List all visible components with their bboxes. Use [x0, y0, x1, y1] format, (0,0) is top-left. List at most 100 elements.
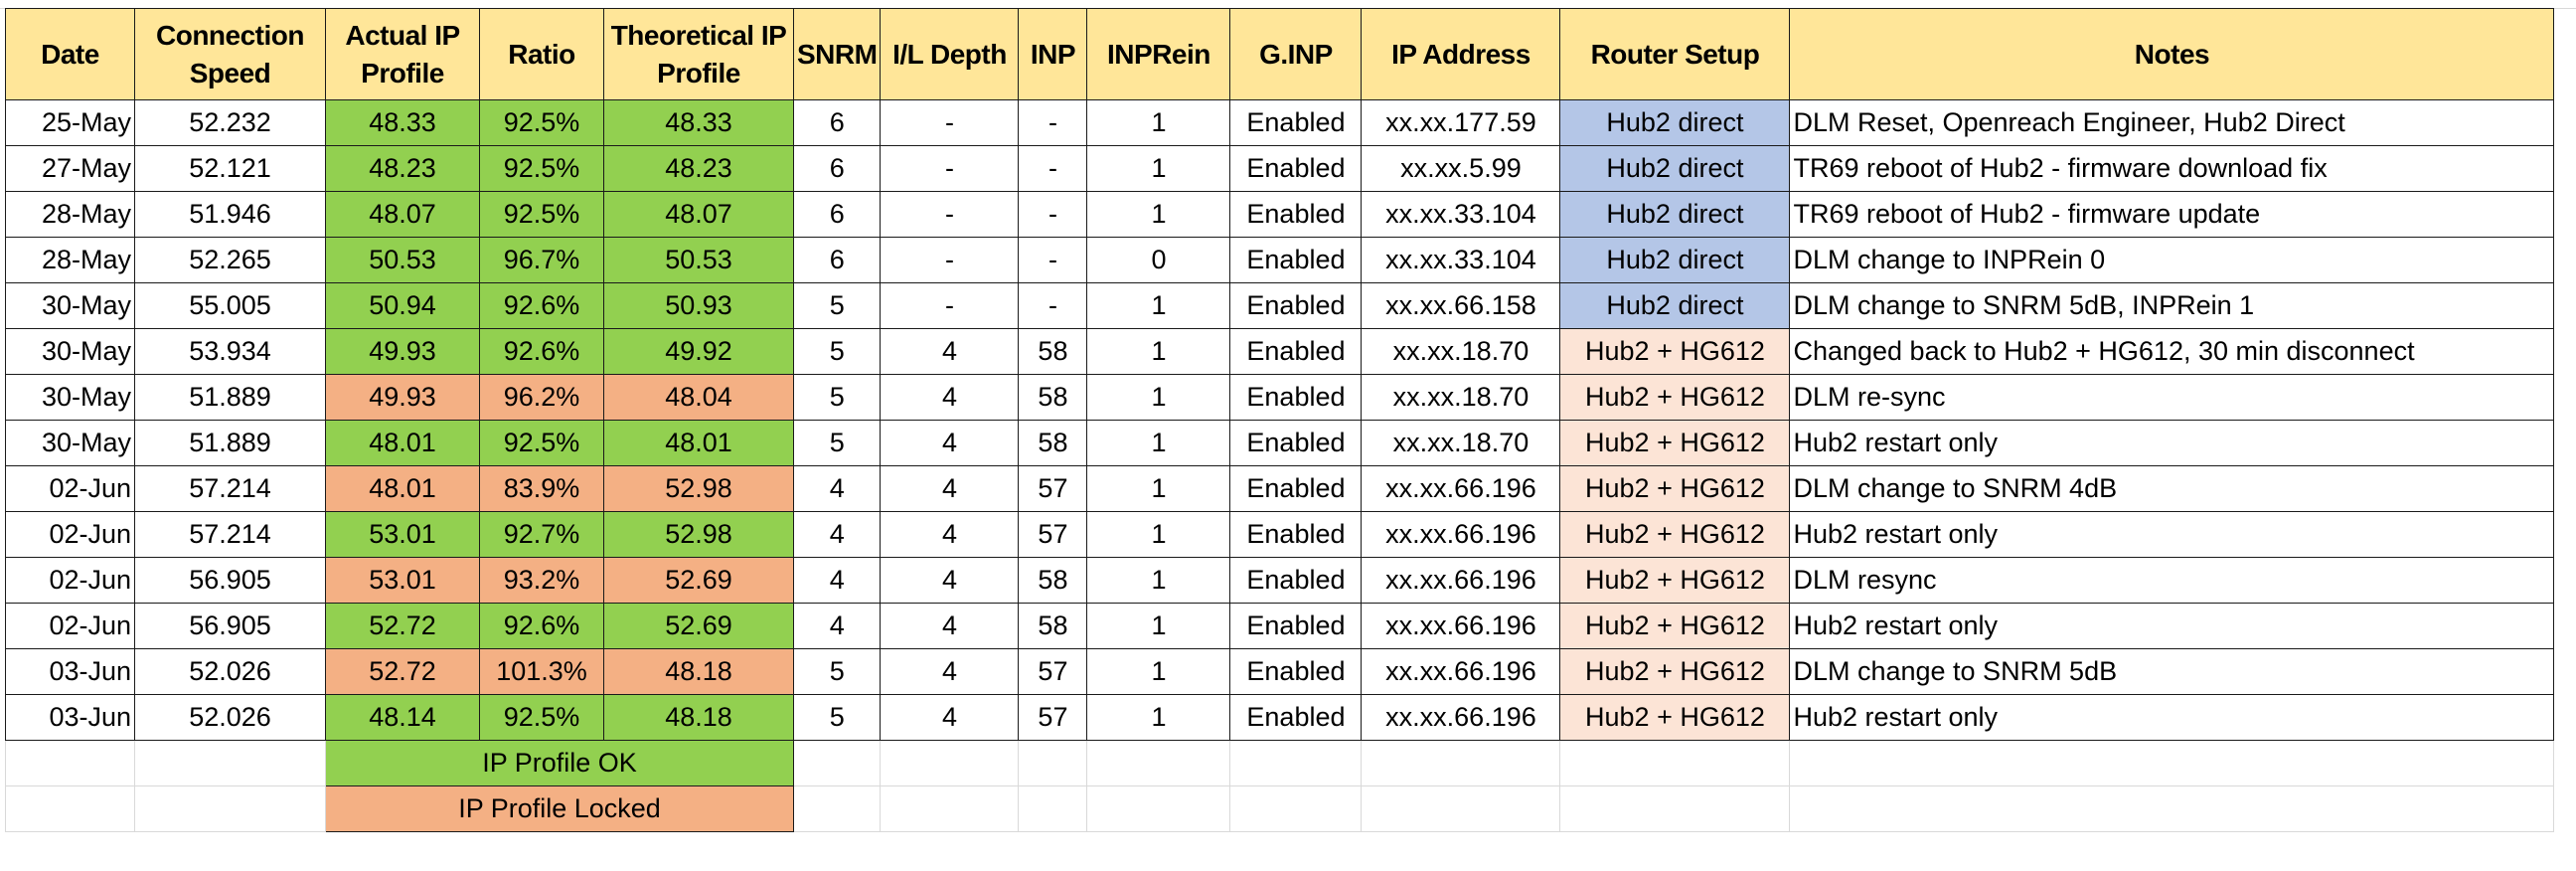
- cell-inp[interactable]: 57: [1018, 648, 1088, 695]
- cell-ratio[interactable]: 92.5%: [479, 99, 604, 146]
- cell-actual[interactable]: 52.72: [325, 603, 480, 649]
- cell-snrm[interactable]: 6: [792, 99, 882, 146]
- cell-actual[interactable]: 53.01: [325, 511, 480, 558]
- cell-notes[interactable]: TR69 reboot of Hub2 - firmware update: [1789, 191, 2555, 238]
- cell-speed[interactable]: 52.121: [134, 145, 326, 192]
- cell-ginp[interactable]: Enabled: [1229, 557, 1363, 604]
- empty-cell[interactable]: [792, 785, 882, 832]
- cell-inprein[interactable]: 1: [1086, 511, 1231, 558]
- cell-notes[interactable]: DLM change to SNRM 5dB: [1789, 648, 2555, 695]
- cell-router[interactable]: Hub2 + HG612: [1559, 511, 1791, 558]
- cell-actual[interactable]: 48.07: [325, 191, 480, 238]
- cell-speed[interactable]: 52.265: [134, 237, 326, 283]
- cell-snrm[interactable]: 5: [792, 694, 882, 741]
- cell-theoretical[interactable]: 50.93: [603, 282, 794, 329]
- cell-router[interactable]: Hub2 direct: [1559, 237, 1791, 283]
- cell-actual[interactable]: 48.33: [325, 99, 480, 146]
- empty-cell[interactable]: [1559, 785, 1791, 832]
- column-header[interactable]: INPRein: [1086, 8, 1231, 100]
- cell-actual[interactable]: 49.93: [325, 328, 480, 375]
- cell-inprein[interactable]: 1: [1086, 374, 1231, 421]
- cell-snrm[interactable]: 4: [792, 557, 882, 604]
- cell-router[interactable]: Hub2 + HG612: [1559, 420, 1791, 466]
- empty-cell[interactable]: [792, 740, 882, 786]
- cell-ratio[interactable]: 92.6%: [479, 328, 604, 375]
- cell-speed[interactable]: 51.889: [134, 420, 326, 466]
- cell-router[interactable]: Hub2 direct: [1559, 282, 1791, 329]
- cell-router[interactable]: Hub2 + HG612: [1559, 648, 1791, 695]
- cell-actual[interactable]: 49.93: [325, 374, 480, 421]
- legend-ok[interactable]: IP Profile OK: [325, 740, 794, 786]
- cell-ginp[interactable]: Enabled: [1229, 648, 1363, 695]
- cell-il[interactable]: -: [880, 237, 1020, 283]
- cell-router[interactable]: Hub2 + HG612: [1559, 328, 1791, 375]
- cell-ip[interactable]: xx.xx.66.196: [1361, 511, 1561, 558]
- cell-ratio[interactable]: 96.7%: [479, 237, 604, 283]
- cell-notes[interactable]: DLM resync: [1789, 557, 2555, 604]
- cell-notes[interactable]: Hub2 restart only: [1789, 420, 2555, 466]
- cell-inprein[interactable]: 1: [1086, 191, 1231, 238]
- cell-speed[interactable]: 52.026: [134, 648, 326, 695]
- cell-ip[interactable]: xx.xx.18.70: [1361, 328, 1561, 375]
- cell-theoretical[interactable]: 52.69: [603, 603, 794, 649]
- cell-ratio[interactable]: 92.6%: [479, 603, 604, 649]
- cell-il[interactable]: -: [880, 191, 1020, 238]
- cell-inp[interactable]: 58: [1018, 603, 1088, 649]
- column-header[interactable]: SNRM: [792, 8, 882, 100]
- cell-ip[interactable]: xx.xx.66.196: [1361, 694, 1561, 741]
- cell-inp[interactable]: 58: [1018, 328, 1088, 375]
- empty-cell[interactable]: [5, 785, 135, 832]
- cell-il[interactable]: 4: [880, 420, 1020, 466]
- cell-router[interactable]: Hub2 direct: [1559, 145, 1791, 192]
- cell-il[interactable]: -: [880, 145, 1020, 192]
- column-header[interactable]: G.INP: [1229, 8, 1363, 100]
- cell-actual[interactable]: 48.01: [325, 465, 480, 512]
- cell-inp[interactable]: -: [1018, 237, 1088, 283]
- cell-notes[interactable]: DLM change to SNRM 4dB: [1789, 465, 2555, 512]
- cell-ip[interactable]: xx.xx.18.70: [1361, 374, 1561, 421]
- cell-speed[interactable]: 52.026: [134, 694, 326, 741]
- cell-ginp[interactable]: Enabled: [1229, 99, 1363, 146]
- cell-inprein[interactable]: 1: [1086, 557, 1231, 604]
- cell-date[interactable]: 02-Jun: [5, 557, 135, 604]
- column-header[interactable]: Router Setup: [1559, 8, 1791, 100]
- cell-ginp[interactable]: Enabled: [1229, 374, 1363, 421]
- empty-cell[interactable]: [1086, 740, 1231, 786]
- cell-date[interactable]: 28-May: [5, 191, 135, 238]
- cell-router[interactable]: Hub2 + HG612: [1559, 465, 1791, 512]
- cell-ratio[interactable]: 83.9%: [479, 465, 604, 512]
- cell-theoretical[interactable]: 50.53: [603, 237, 794, 283]
- column-header[interactable]: Ratio: [479, 8, 604, 100]
- cell-ip[interactable]: xx.xx.66.196: [1361, 557, 1561, 604]
- cell-ginp[interactable]: Enabled: [1229, 328, 1363, 375]
- empty-cell[interactable]: [134, 785, 326, 832]
- cell-notes[interactable]: DLM change to SNRM 5dB, INPRein 1: [1789, 282, 2555, 329]
- cell-actual[interactable]: 48.14: [325, 694, 480, 741]
- cell-speed[interactable]: 52.232: [134, 99, 326, 146]
- cell-speed[interactable]: 51.889: [134, 374, 326, 421]
- cell-router[interactable]: Hub2 + HG612: [1559, 603, 1791, 649]
- cell-inp[interactable]: 58: [1018, 374, 1088, 421]
- column-header[interactable]: Theoretical IP Profile: [603, 8, 794, 100]
- cell-ip[interactable]: xx.xx.177.59: [1361, 99, 1561, 146]
- cell-speed[interactable]: 56.905: [134, 557, 326, 604]
- cell-ratio[interactable]: 92.5%: [479, 694, 604, 741]
- cell-date[interactable]: 27-May: [5, 145, 135, 192]
- cell-snrm[interactable]: 4: [792, 603, 882, 649]
- cell-notes[interactable]: Changed back to Hub2 + HG612, 30 min dis…: [1789, 328, 2555, 375]
- empty-cell[interactable]: [1559, 740, 1791, 786]
- cell-ratio[interactable]: 92.6%: [479, 282, 604, 329]
- column-header[interactable]: Connection Speed: [134, 8, 326, 100]
- cell-inprein[interactable]: 0: [1086, 237, 1231, 283]
- cell-snrm[interactable]: 5: [792, 648, 882, 695]
- cell-date[interactable]: 03-Jun: [5, 694, 135, 741]
- cell-date[interactable]: 03-Jun: [5, 648, 135, 695]
- cell-snrm[interactable]: 4: [792, 465, 882, 512]
- cell-date[interactable]: 30-May: [5, 374, 135, 421]
- cell-il[interactable]: 4: [880, 374, 1020, 421]
- cell-notes[interactable]: DLM re-sync: [1789, 374, 2555, 421]
- cell-il[interactable]: 4: [880, 465, 1020, 512]
- cell-inprein[interactable]: 1: [1086, 420, 1231, 466]
- cell-date[interactable]: 30-May: [5, 282, 135, 329]
- cell-notes[interactable]: DLM change to INPRein 0: [1789, 237, 2555, 283]
